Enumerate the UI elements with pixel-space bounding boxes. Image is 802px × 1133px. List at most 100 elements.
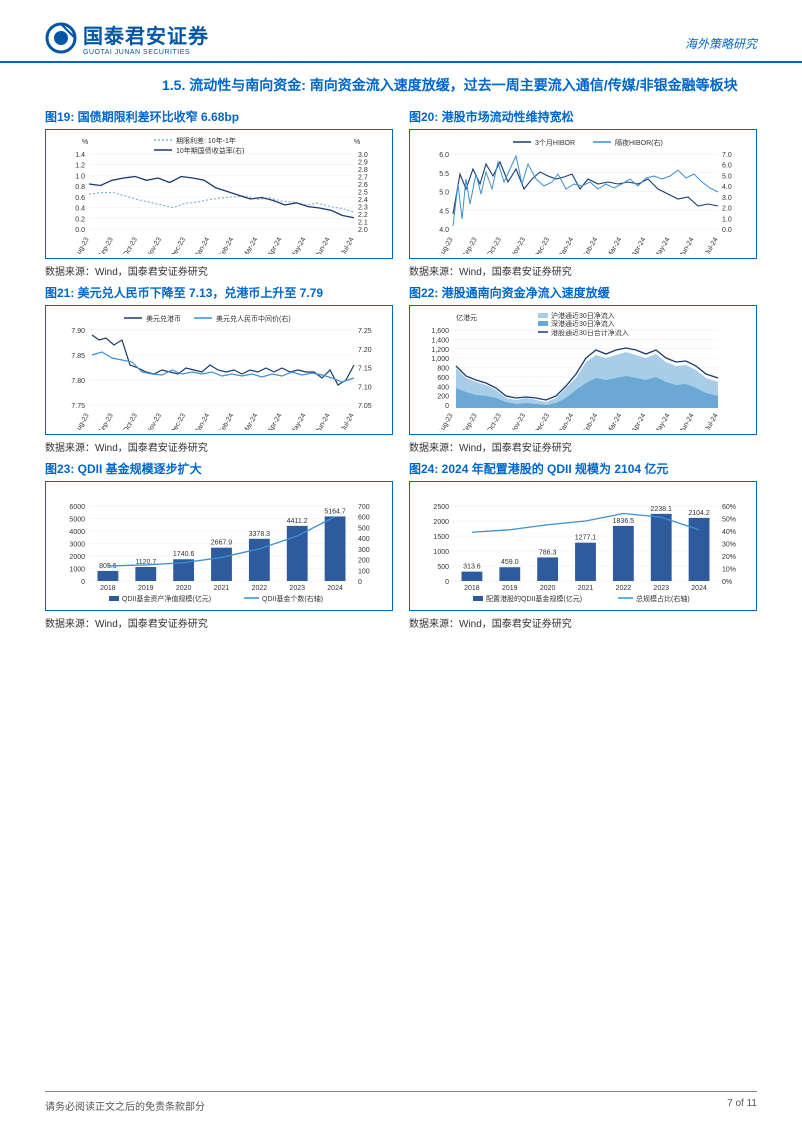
chart-20-source: 数据来源：Wind，国泰君安证券研究 <box>409 263 757 278</box>
svg-text:3个月HIBOR: 3个月HIBOR <box>535 139 575 147</box>
logo-text-en: GUOTAI JUNAN SECURITIES <box>83 49 209 56</box>
svg-text:3378.3: 3378.3 <box>249 531 271 538</box>
svg-text:7.15: 7.15 <box>358 366 372 373</box>
svg-text:4.0: 4.0 <box>439 227 449 234</box>
svg-text:600: 600 <box>358 515 370 522</box>
svg-text:Sep-23: Sep-23 <box>461 236 478 254</box>
svg-text:2018: 2018 <box>464 585 480 592</box>
svg-text:2104.2: 2104.2 <box>688 510 710 517</box>
svg-text:2018: 2018 <box>100 585 116 592</box>
chart-20-box: 3个月HIBOR 隔夜HIBOR(右) 4.04.55.05.56.0 0.01… <box>409 129 757 259</box>
svg-text:7.75: 7.75 <box>71 403 85 410</box>
chart-22-source: 数据来源：Wind，国泰君安证券研究 <box>409 439 757 454</box>
svg-text:Nov-23: Nov-23 <box>510 412 527 430</box>
svg-text:Feb-24: Feb-24 <box>218 236 235 254</box>
svg-text:100: 100 <box>358 568 370 575</box>
svg-text:5.0: 5.0 <box>722 173 732 180</box>
svg-text:QDII基金资产净值规模(亿元): QDII基金资产净值规模(亿元) <box>122 594 211 603</box>
svg-text:600: 600 <box>437 375 449 382</box>
svg-text:Nov-23: Nov-23 <box>146 236 163 254</box>
svg-text:Jul-24: Jul-24 <box>704 236 720 254</box>
svg-text:2.8: 2.8 <box>358 167 368 174</box>
chart-20-svg: 3个月HIBOR 隔夜HIBOR(右) 4.04.55.05.56.0 0.01… <box>414 134 752 254</box>
svg-text:Dec-23: Dec-23 <box>534 412 551 430</box>
svg-text:1,400: 1,400 <box>431 337 449 344</box>
chart-20-title: 图20: 港股市场流动性维持宽松 <box>409 108 757 125</box>
svg-text:Nov-23: Nov-23 <box>146 412 163 430</box>
svg-text:40%: 40% <box>722 529 736 536</box>
chart-23: 图23: QDII 基金规模逐步扩大 010002000300040005000… <box>45 460 393 630</box>
svg-text:7.10: 7.10 <box>358 384 372 391</box>
svg-text:Dec-23: Dec-23 <box>170 236 187 254</box>
svg-text:2021: 2021 <box>578 585 594 592</box>
svg-text:200: 200 <box>437 394 449 401</box>
chart-21-source: 数据来源：Wind，国泰君安证券研究 <box>45 439 393 454</box>
svg-text:Mar-24: Mar-24 <box>242 412 259 430</box>
svg-text:Apr-24: Apr-24 <box>631 236 648 254</box>
svg-text:Mar-24: Mar-24 <box>606 236 623 254</box>
svg-text:7.20: 7.20 <box>358 347 372 354</box>
chart-24-title: 图24: 2024 年配置港股的 QDII 规模为 2104 亿元 <box>409 460 757 477</box>
svg-text:Nov-23: Nov-23 <box>510 236 527 254</box>
svg-text:2000: 2000 <box>69 554 85 561</box>
svg-text:5.0: 5.0 <box>439 190 449 197</box>
svg-text:May-24: May-24 <box>654 236 672 254</box>
svg-text:Jun-24: Jun-24 <box>679 236 696 254</box>
chart-19-svg: % % 期限利差: 10年-1年 10年期国债收益率(右) 0.00.20.40… <box>50 134 388 254</box>
svg-text:Oct-23: Oct-23 <box>122 412 139 430</box>
svg-text:May-24: May-24 <box>290 236 308 254</box>
svg-text:配置港股的QDII基金规模(亿元): 配置港股的QDII基金规模(亿元) <box>486 594 582 603</box>
svg-text:%: % <box>82 139 88 146</box>
svg-text:10年期国债收益率(右): 10年期国债收益率(右) <box>176 146 244 155</box>
svg-text:Jan-24: Jan-24 <box>194 412 211 430</box>
chart-21: 图21: 美元兑人民币下降至 7.13，兑港币上升至 7.79 美元兑港币 美元… <box>45 284 393 454</box>
svg-text:10%: 10% <box>722 567 736 574</box>
section-title-text: 流动性与南向资金: 南向资金流入速度放缓，过去一周主要流入通信/传媒/非银金融等… <box>189 77 737 93</box>
svg-text:2.7: 2.7 <box>358 175 368 182</box>
svg-text:QDII基金个数(右轴): QDII基金个数(右轴) <box>262 594 323 603</box>
svg-text:Mar-24: Mar-24 <box>242 236 259 254</box>
svg-text:0: 0 <box>445 403 449 410</box>
svg-text:3.0: 3.0 <box>722 195 732 202</box>
svg-text:2.0: 2.0 <box>358 227 368 234</box>
svg-text:Jun-24: Jun-24 <box>315 236 332 254</box>
svg-text:2000: 2000 <box>433 519 449 526</box>
svg-text:0.0: 0.0 <box>75 227 85 234</box>
svg-text:2.3: 2.3 <box>358 205 368 212</box>
svg-text:Dec-23: Dec-23 <box>534 236 551 254</box>
svg-text:7.05: 7.05 <box>358 403 372 410</box>
svg-text:1.4: 1.4 <box>75 152 85 159</box>
page-header: 国泰君安证券 GUOTAI JUNAN SECURITIES 海外策略研究 <box>0 0 802 63</box>
chart-22: 图22: 港股通南向资金净流入速度放缓 亿港元 沪港通近30日净流入 深港通近3… <box>409 284 757 454</box>
svg-text:1,200: 1,200 <box>431 347 449 354</box>
svg-text:1000: 1000 <box>69 567 85 574</box>
svg-text:Sep-23: Sep-23 <box>461 412 478 430</box>
svg-text:2019: 2019 <box>502 585 518 592</box>
chart-24-source: 数据来源：Wind，国泰君安证券研究 <box>409 615 757 630</box>
svg-text:5164.7: 5164.7 <box>324 508 346 515</box>
svg-text:Aug-23: Aug-23 <box>73 236 90 254</box>
svg-text:4.0: 4.0 <box>722 184 732 191</box>
svg-text:%: % <box>354 139 360 146</box>
svg-text:1.2: 1.2 <box>75 163 85 170</box>
chart-19-source: 数据来源：Wind，国泰君安证券研究 <box>45 263 393 278</box>
company-logo-icon <box>45 22 77 54</box>
chart-22-svg: 亿港元 沪港通近30日净流入 深港通近30日净流入 港股通近30日合计净流入 0… <box>414 310 752 430</box>
svg-text:Mar-24: Mar-24 <box>606 412 623 430</box>
chart-20-series2 <box>453 156 718 226</box>
svg-text:2024: 2024 <box>327 585 343 592</box>
svg-text:50%: 50% <box>722 517 736 524</box>
chart-24-svg: 05001000150020002500 0%10%20%30%40%50%60… <box>414 486 752 606</box>
svg-text:May-24: May-24 <box>290 412 308 430</box>
svg-text:1000: 1000 <box>433 549 449 556</box>
footer-disclaimer: 请务必阅读正文之后的免责条款部分 <box>45 1098 205 1113</box>
svg-text:Apr-24: Apr-24 <box>631 412 648 430</box>
svg-text:6.0: 6.0 <box>439 152 449 159</box>
chart-23-box: 0100020003000400050006000 01002003004005… <box>45 481 393 611</box>
section-title: 1.5. 流动性与南向资金: 南向资金流入速度放缓，过去一周主要流入通信/传媒/… <box>0 63 802 104</box>
svg-text:2023: 2023 <box>653 585 669 592</box>
chart-21-svg: 美元兑港币 美元兑人民币中间价(右) 7.757.807.857.90 7.05… <box>50 310 388 430</box>
svg-text:Feb-24: Feb-24 <box>582 412 599 430</box>
svg-text:沪港通近30日净流入: 沪港通近30日净流入 <box>551 311 615 320</box>
svg-text:Jul-24: Jul-24 <box>704 412 720 430</box>
